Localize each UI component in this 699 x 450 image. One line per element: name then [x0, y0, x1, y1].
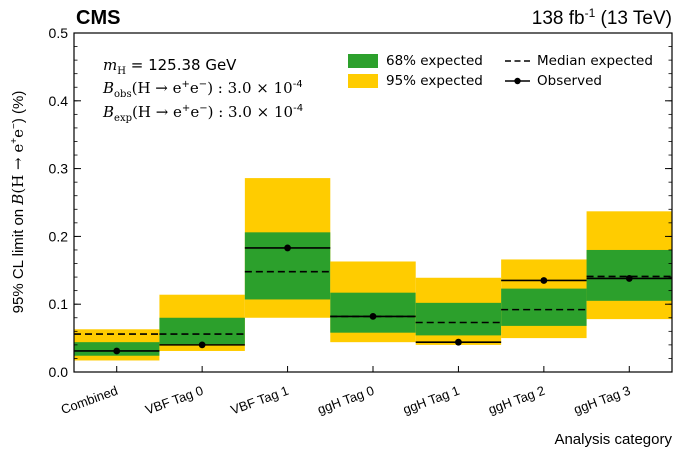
y-tick-label-3: 0.3: [49, 161, 69, 177]
band68-5: [501, 288, 587, 326]
legend-swatch-68: [348, 54, 378, 68]
experiment-label: CMS: [76, 7, 120, 29]
x-tick-label-2: VBF Tag 1: [229, 383, 291, 418]
observed-marker-2: [284, 244, 291, 252]
observed-marker-3: [369, 313, 377, 320]
luminosity-label: 138 fb-1 (13 TeV): [532, 6, 672, 29]
legend-swatch-95: [348, 74, 378, 88]
x-tick-label-6: ggH Tag 3: [572, 383, 633, 417]
expected-br-annotation: Bexp(H → e+e−) : 3.0 × 10-4: [103, 103, 304, 124]
y-tick-label-2: 0.2: [49, 228, 69, 244]
y-tick-label-0: 0.0: [49, 364, 69, 380]
y-axis: 0.0 0.1 0.2 0.3 0.4 0.5: [49, 25, 672, 380]
band68-2: [244, 232, 331, 300]
legend-label-median: Median expected: [537, 53, 653, 69]
y-tick-label-5: 0.5: [49, 25, 69, 41]
bands-layer: [74, 178, 672, 361]
x-tick-label-1: VBF Tag 0: [143, 383, 205, 418]
lumi-exponent: -1: [585, 6, 596, 20]
legend-label-68: 68% expected: [386, 53, 483, 69]
legend-label-observed: Observed: [537, 73, 602, 89]
observed-layer: [74, 244, 672, 355]
y-axis-title: 95% CL limit on B(H → e+e−) (%): [9, 91, 27, 314]
band68-4: [415, 302, 502, 336]
observed-marker-1: [198, 341, 206, 349]
band68-1: [159, 317, 245, 345]
observed-marker-4: [455, 338, 462, 346]
x-tick-label-4: ggH Tag 1: [401, 383, 462, 417]
x-axis: Combined VBF Tag 0 VBF Tag 1 ggH Tag 0 ggH T…: [59, 366, 632, 418]
x-tick-label-5: ggH Tag 2: [486, 383, 547, 417]
observed-marker-6: [625, 275, 633, 282]
x-tick-label-3: ggH Tag 0: [315, 383, 376, 417]
legend-observed-marker: [514, 77, 521, 85]
y-tick-label-1: 0.1: [49, 296, 69, 312]
x-axis-title: Analysis category: [554, 431, 672, 448]
x-tick-label-0: Combined: [59, 383, 120, 417]
observed-br-annotation: Bobs(H → e+e−) : 3.0 × 10-4: [103, 79, 303, 100]
observed-marker-5: [540, 277, 548, 284]
mass-annotation: mH = 125.38 GeV: [103, 56, 237, 77]
legend-label-95: 95% expected: [386, 73, 483, 89]
y-tick-label-4: 0.4: [49, 93, 69, 109]
band68-3: [330, 292, 416, 333]
observed-marker-0: [113, 347, 121, 355]
